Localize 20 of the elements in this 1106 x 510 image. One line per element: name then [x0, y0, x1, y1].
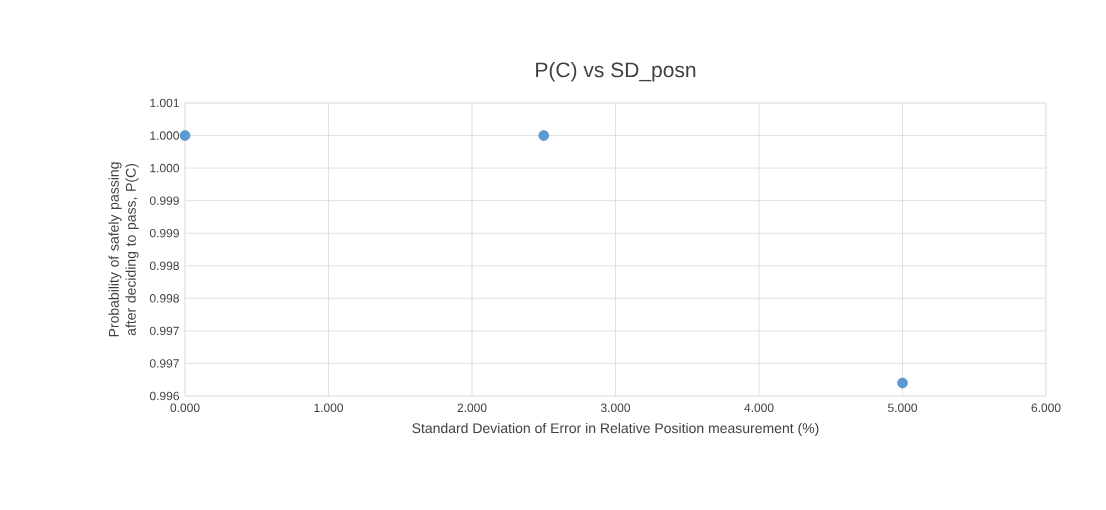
x-tick-label: 0.000	[170, 403, 200, 413]
y-tick-label: 0.996	[149, 391, 179, 401]
chart-title: P(C) vs SD_posn	[536, 61, 696, 82]
x-tick-label: 4.000	[744, 403, 774, 413]
y-tick-label: 0.999	[149, 196, 179, 205]
y-tick-label: 0.997	[149, 326, 179, 336]
x-axis-title: Standard Deviation of Error in Relative Position measurement (%)	[412, 422, 819, 436]
y-tick-label: 1.000	[150, 163, 180, 173]
x-tick-label: 5.000	[887, 403, 918, 413]
x-tick-label: 1.000	[314, 403, 344, 413]
y-tick-label: 1.000	[150, 131, 180, 140]
y-tick-label: 0.997	[149, 359, 179, 368]
y-tick-label: 0.998	[149, 261, 179, 270]
x-tick-label: 3.000	[600, 403, 631, 413]
y-tick-label: 0.998	[149, 294, 179, 303]
x-tick-label: 2.000	[457, 403, 487, 413]
y-axis-title: Probability of safely passing after deciding to pass, P(C)	[108, 162, 139, 337]
y-tick-label: 0.999	[149, 228, 179, 238]
y-tick-label: 1.001	[150, 98, 179, 108]
x-tick-label: 6.000	[1031, 403, 1061, 413]
